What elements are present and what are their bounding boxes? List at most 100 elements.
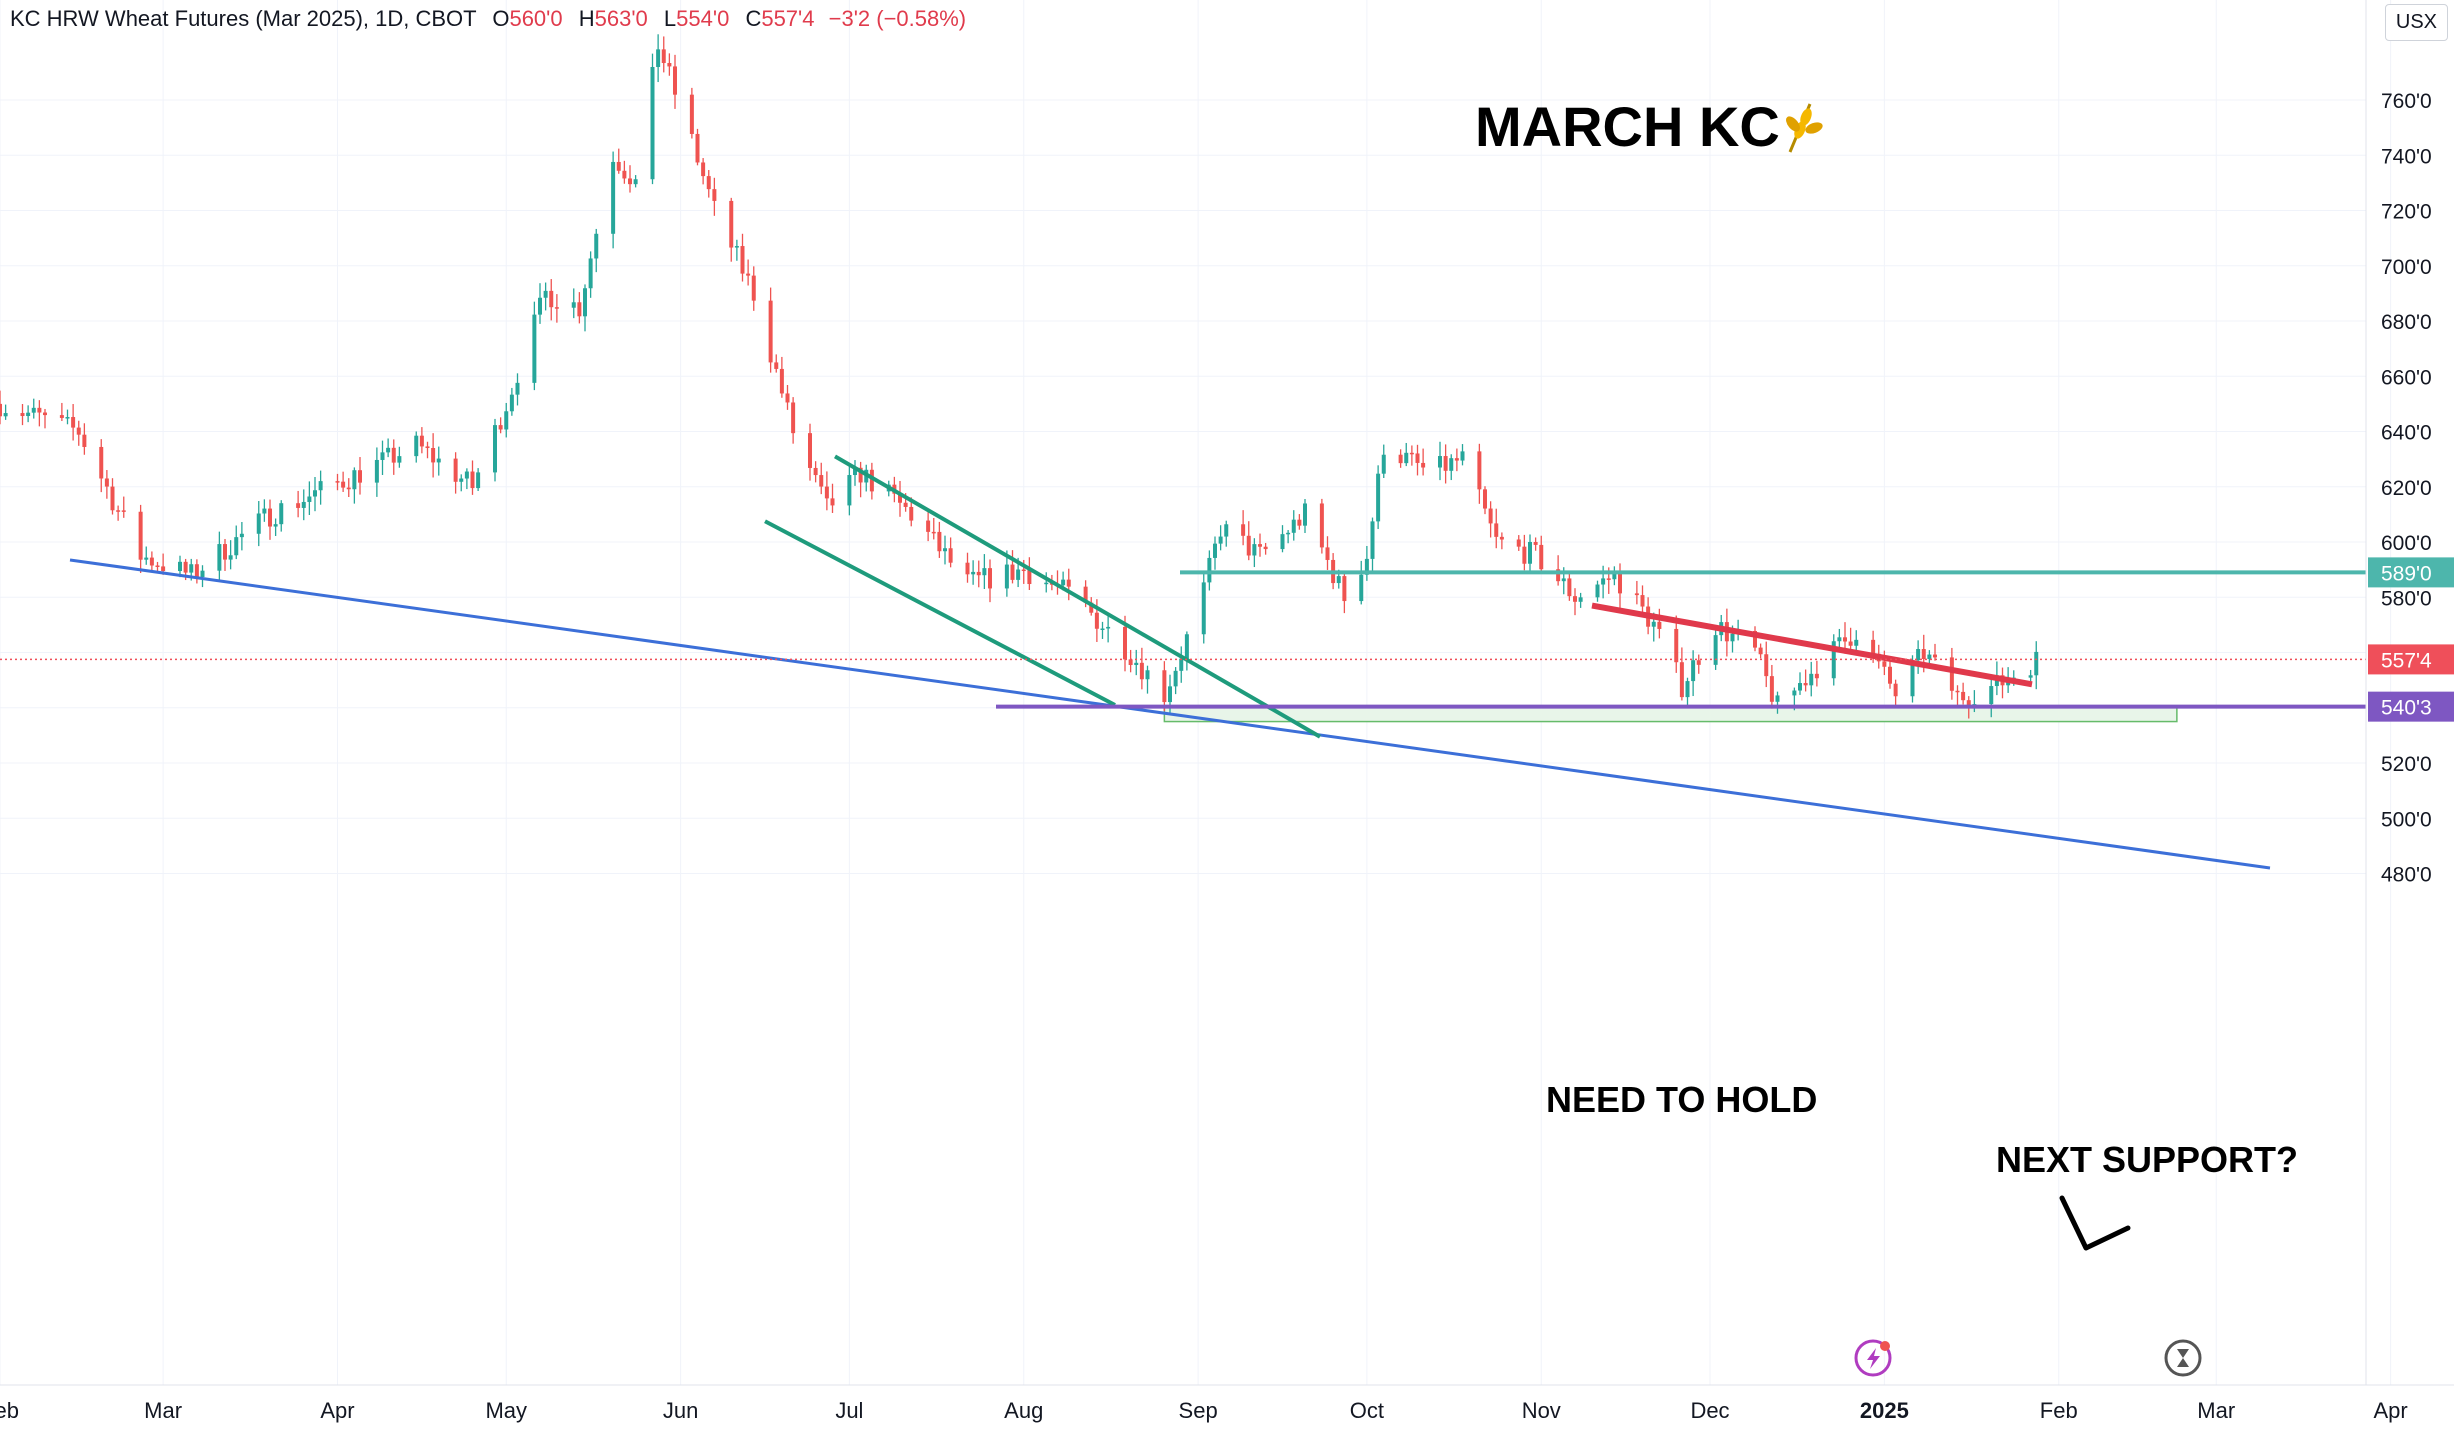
candle-body bbox=[869, 469, 874, 492]
candle-body bbox=[149, 557, 154, 566]
open-label: O bbox=[492, 6, 510, 31]
candle-body bbox=[538, 297, 542, 315]
candle-body bbox=[1837, 637, 1842, 642]
candle-body bbox=[673, 66, 677, 95]
candle-body bbox=[1421, 462, 1426, 468]
candle-body bbox=[59, 415, 64, 418]
candle-body bbox=[1539, 544, 1544, 570]
candle-body bbox=[1263, 546, 1268, 550]
candle-body bbox=[588, 258, 593, 289]
candle-body bbox=[1145, 670, 1150, 680]
candle-body bbox=[1814, 673, 1819, 679]
candle-body bbox=[661, 49, 666, 64]
candle-body bbox=[701, 162, 706, 177]
candle-body bbox=[1966, 700, 1971, 706]
grid bbox=[0, 0, 2392, 1385]
candle-body bbox=[110, 486, 115, 511]
candle-body bbox=[1139, 662, 1144, 680]
candle-body bbox=[808, 433, 812, 468]
candle-body bbox=[144, 557, 149, 560]
candle-body bbox=[1949, 657, 1954, 691]
candle-body bbox=[785, 393, 790, 403]
hourglass-icon[interactable] bbox=[2164, 1339, 2202, 1377]
candle-body bbox=[1094, 612, 1099, 629]
candle-body bbox=[1100, 628, 1105, 630]
candle-body bbox=[279, 503, 284, 525]
change-value: −3'2 (−0.58%) bbox=[828, 6, 967, 31]
candle-body bbox=[1303, 503, 1307, 526]
trendlines[interactable] bbox=[0, 454, 2366, 870]
candle-body bbox=[1404, 452, 1409, 464]
candle-body bbox=[1854, 639, 1859, 646]
candle-body bbox=[549, 290, 554, 308]
candle-body bbox=[335, 481, 340, 483]
candle-body bbox=[313, 490, 317, 497]
candle-body bbox=[543, 290, 548, 298]
candle-body bbox=[1989, 686, 1994, 705]
title-annotation: MARCH KC bbox=[1475, 95, 1780, 158]
price-tick-label: 660'0 bbox=[2381, 366, 2432, 389]
candle-body bbox=[1888, 666, 1892, 684]
price-label-tag bbox=[2368, 644, 2454, 675]
candle-body bbox=[1618, 571, 1622, 594]
candle-body bbox=[425, 446, 430, 449]
candle-body bbox=[1871, 639, 1876, 654]
candle-body bbox=[1409, 452, 1414, 455]
price-tick-label: 760'0 bbox=[2381, 90, 2432, 113]
candle-body bbox=[1764, 654, 1769, 677]
high-label: H bbox=[578, 6, 595, 31]
candles bbox=[0, 34, 2039, 719]
candle-body bbox=[1134, 662, 1139, 666]
unit-button[interactable]: USX bbox=[2384, 4, 2448, 41]
price-tick-label: 600'0 bbox=[2381, 532, 2432, 555]
candle-body bbox=[1696, 660, 1701, 665]
price-label-text: 589'0 bbox=[2381, 562, 2432, 585]
candle-body bbox=[1213, 543, 1217, 558]
candle-body bbox=[234, 537, 239, 556]
candle-body bbox=[1184, 634, 1189, 659]
candle-body bbox=[82, 434, 87, 447]
candle-body bbox=[1612, 571, 1617, 580]
candle-body bbox=[583, 288, 587, 317]
candle-body bbox=[824, 486, 829, 499]
downtrend-resistance-line bbox=[1591, 602, 2033, 688]
candle-body bbox=[464, 471, 469, 479]
candle-body bbox=[1089, 602, 1094, 613]
need-to-hold-label: NEED TO HOLD bbox=[1546, 1079, 1817, 1120]
candle-body bbox=[341, 481, 346, 488]
candle-body bbox=[71, 417, 76, 428]
price-tick-label: 480'0 bbox=[2381, 864, 2432, 887]
candle-body bbox=[976, 571, 981, 576]
candle-body bbox=[0, 403, 2, 417]
time-tick-label: May bbox=[485, 1398, 527, 1423]
candle-body bbox=[1246, 535, 1251, 556]
candle-body bbox=[1679, 662, 1684, 698]
price-tick-label: 580'0 bbox=[2381, 587, 2432, 610]
close-value: 557'4 bbox=[761, 6, 815, 31]
candle-body bbox=[116, 510, 121, 512]
candle-body bbox=[470, 471, 475, 489]
candle-body bbox=[1252, 544, 1257, 556]
candle-body bbox=[532, 314, 537, 383]
low-value: 554'0 bbox=[676, 6, 730, 31]
candle-body bbox=[31, 407, 36, 413]
candle-body bbox=[1798, 683, 1802, 691]
candle-body bbox=[374, 459, 379, 483]
candle-body bbox=[858, 467, 863, 483]
candle-body bbox=[296, 503, 301, 508]
candle-body bbox=[633, 179, 638, 185]
close-label: C bbox=[745, 6, 762, 31]
candle-body bbox=[819, 475, 824, 487]
price-axis[interactable]: 480'0500'0520'0540'0560'0580'0600'0620'0… bbox=[2365, 0, 2454, 1385]
candle-body bbox=[982, 568, 987, 576]
time-axis[interactable]: Feb Mar Apr May Jun Jul Aug Sep Oct Nov Dec 2025 Feb… bbox=[0, 1384, 2454, 1423]
candle-body bbox=[1286, 532, 1291, 535]
candle-body bbox=[1843, 637, 1847, 642]
support-zone bbox=[1163, 705, 2178, 723]
candle-body bbox=[1634, 593, 1639, 596]
lightning-icon[interactable] bbox=[1854, 1339, 1892, 1377]
symbol-title[interactable]: KC HRW Wheat Futures (Mar 2025), 1D, CBO… bbox=[10, 6, 477, 31]
candle-body bbox=[571, 302, 576, 308]
time-tick-label: Apr bbox=[2374, 1398, 2408, 1423]
